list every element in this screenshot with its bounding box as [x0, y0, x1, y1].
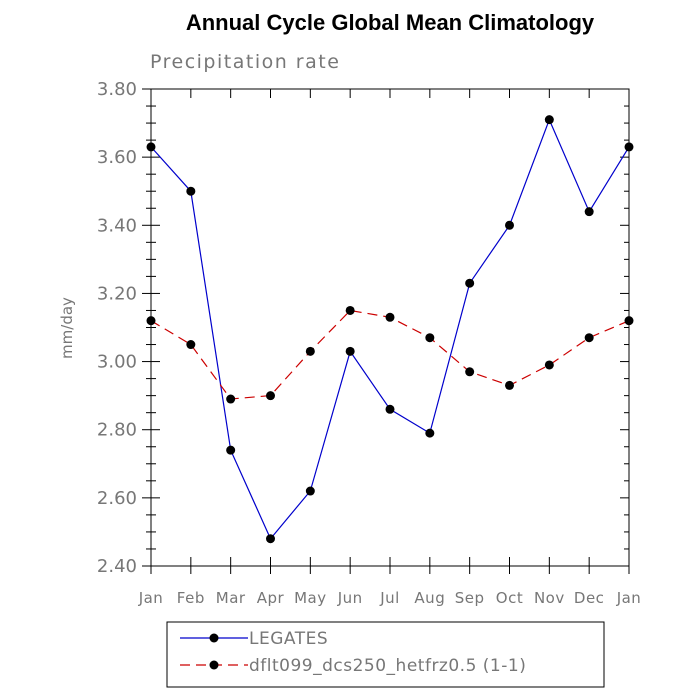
x-tick-label: Dec [574, 589, 605, 607]
series-1-point [226, 394, 236, 404]
series-1-point [544, 360, 554, 370]
series-0-point [266, 534, 275, 544]
y-tick-label: 3.60 [97, 147, 137, 168]
legend-entries: LEGATES dflt099_dcs250_hetfrz0.5 (1-1) [180, 629, 526, 676]
legend-label-1: dflt099_dcs250_hetfrz0.5 (1-1) [249, 656, 526, 676]
series-0-point [385, 404, 395, 414]
series-0-point [624, 142, 634, 152]
series-0-point [505, 220, 514, 230]
x-tick-label: Mar [216, 589, 246, 607]
legend-marker-1 [209, 660, 219, 670]
x-tick-label: Apr [257, 589, 285, 607]
series-0-point [425, 428, 435, 438]
series-1-point [624, 316, 634, 326]
y-tick-label: 3.40 [97, 215, 137, 236]
x-tick-label: Oct [496, 589, 523, 607]
series-line-0 [150, 118, 630, 540]
x-tick-label: Feb [177, 589, 205, 607]
y-tick-label: 3.00 [97, 352, 137, 373]
legend-marker-0 [209, 633, 219, 643]
x-tick-label: Aug [414, 589, 445, 607]
y-axis-label: mm/day [58, 297, 76, 359]
chart-subtitle: Precipitation rate [150, 51, 340, 73]
series-1-point [505, 380, 514, 390]
series-1-point [146, 316, 156, 326]
series-0-point [544, 115, 554, 125]
series-1-point [465, 367, 475, 377]
series-0-point [584, 207, 594, 217]
series-0-point [226, 445, 236, 455]
chart-title: Annual Cycle Global Mean Climatology [186, 10, 595, 35]
y-tick-label: 2.60 [97, 488, 137, 509]
axis-ticks [142, 88, 630, 574]
x-tick-label: Jul [379, 589, 400, 607]
series-1-point [266, 391, 275, 401]
legend-label-0: LEGATES [249, 629, 328, 649]
x-tick-label: Sep [455, 589, 485, 607]
y-tick-label: 2.40 [97, 556, 137, 577]
y-tick-label: 3.80 [97, 79, 137, 100]
y-tick-label: 2.80 [97, 420, 137, 441]
x-tick-labels: Jan Feb Mar Apr May Jun Jul Aug Sep Oct Nov Dec Jan [138, 589, 642, 607]
series-line-1 [150, 309, 630, 400]
series-0-point [186, 186, 196, 196]
series-0-point [146, 142, 156, 152]
y-tick-label: 3.20 [97, 283, 137, 304]
series-layer [146, 115, 634, 544]
series-1-point [385, 312, 395, 322]
series-1-point [186, 340, 196, 350]
legend-box [166, 621, 605, 688]
series-0-point [345, 346, 355, 356]
series-0-point [465, 278, 475, 288]
series-1-point [345, 305, 355, 315]
series-1-point [425, 333, 435, 343]
x-tick-label: Jan [138, 589, 164, 607]
series-1-point [305, 346, 315, 356]
series-1-point [584, 333, 594, 343]
x-tick-label: Nov [534, 589, 565, 607]
x-tick-label: Jun [337, 589, 363, 607]
plot-frame [150, 88, 630, 567]
x-tick-label: May [294, 589, 327, 607]
legend: LEGATES dflt099_dcs250_hetfrz0.5 (1-1) [166, 621, 605, 688]
x-tick-label: Jan [616, 589, 642, 607]
series-0-point [305, 486, 315, 496]
y-tick-labels: 2.40 2.60 2.80 3.00 3.20 3.40 3.60 3.80 [97, 79, 137, 577]
